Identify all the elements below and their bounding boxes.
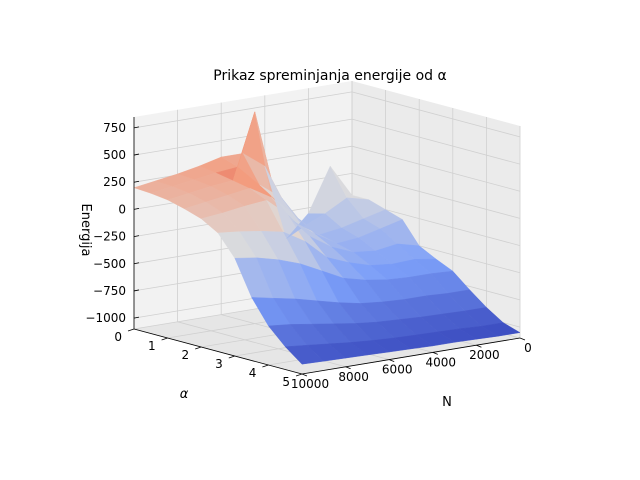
x-tick <box>476 344 482 348</box>
y-tick-label: 1 <box>148 339 156 353</box>
grid-line-z <box>133 91 521 138</box>
x-tick-label: 6000 <box>382 363 413 377</box>
z-tick <box>133 262 140 265</box>
chart-title: Prikaz spreminjanja energije od α <box>213 68 446 84</box>
z-tick <box>133 180 140 183</box>
surface <box>133 110 521 365</box>
x-tick-label: 2000 <box>469 348 500 362</box>
z-tick <box>133 316 140 319</box>
y-tick-label: 0 <box>114 330 122 344</box>
x-tick-label: 4000 <box>426 355 457 369</box>
y-axis-line <box>133 328 303 375</box>
z-tick-label: 750 <box>103 121 126 135</box>
z-tick-label: 0 <box>118 202 126 216</box>
y-tick <box>127 328 135 332</box>
grid-line-z <box>133 118 521 165</box>
z-axis-label: Energija <box>78 203 93 256</box>
x-tick-label: 0 <box>524 341 532 355</box>
z-tick-label: −500 <box>93 257 126 271</box>
z-tick-label: 500 <box>103 148 126 162</box>
y-tick-label: 2 <box>182 348 190 362</box>
y-tick-label: 5 <box>282 375 290 389</box>
z-tick <box>133 126 140 129</box>
x-tick <box>345 366 351 370</box>
y-axis-label: α <box>180 387 189 402</box>
z-tick <box>133 235 140 237</box>
y-tick <box>195 346 202 350</box>
y-tick <box>228 355 235 359</box>
y-tick-label: 4 <box>249 366 257 380</box>
x-tick <box>389 359 395 362</box>
z-tick <box>133 208 140 210</box>
x-tick <box>432 352 438 355</box>
x-axis-line <box>301 337 521 375</box>
z-tick-label: −750 <box>93 284 126 298</box>
z-tick-label: −1000 <box>85 311 126 325</box>
x-tick <box>301 373 308 377</box>
x-tick <box>519 337 526 341</box>
x-axis-label: N <box>442 395 452 410</box>
z-tick-label: −250 <box>93 230 126 244</box>
z-tick-label: 250 <box>103 175 126 189</box>
z-tick <box>133 289 140 292</box>
x-tick-label: 10000 <box>291 377 329 391</box>
y-tick-label: 3 <box>215 357 223 371</box>
axes: −1000 −750 −500 −250 0 250 500 750 0 1 2 3 4 5 0 2000 40… <box>85 117 532 391</box>
y-tick <box>295 373 303 377</box>
surface-patch <box>480 322 521 337</box>
z-tick <box>133 153 140 156</box>
y-tick <box>262 364 269 368</box>
x-tick-label: 8000 <box>338 370 369 384</box>
y-tick <box>161 337 168 341</box>
